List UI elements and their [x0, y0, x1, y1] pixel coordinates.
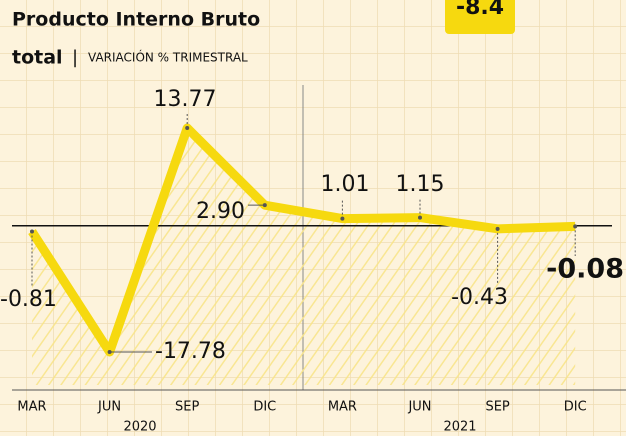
x-tick-label: SEP	[485, 400, 509, 415]
value-label: -0.81	[0, 287, 57, 312]
x-tick-label: DIC	[253, 400, 276, 415]
line	[28, 123, 576, 357]
x-tick-label: JUN	[97, 400, 121, 415]
annotation-box	[445, 0, 515, 34]
chart-title: Producto Interno Bruto	[12, 9, 260, 31]
year-label: 2021	[443, 420, 476, 435]
value-label: 2.90	[196, 199, 245, 224]
value-label: 13.77	[154, 87, 217, 112]
year-label: 2020	[123, 420, 156, 435]
x-tick-label: MAR	[17, 400, 46, 415]
value-label: 1.01	[321, 172, 370, 197]
chart-title-line2: total	[12, 47, 63, 69]
value-label: -17.78	[155, 339, 226, 364]
value-label: -0.08	[546, 254, 624, 285]
x-tick-label: DIC	[564, 400, 587, 415]
x-tick-label: JUN	[407, 400, 431, 415]
x-tick-label: MAR	[328, 400, 357, 415]
value-label: 1.15	[396, 172, 445, 197]
separator: |	[72, 47, 78, 68]
x-tick-label: SEP	[175, 400, 199, 415]
value-label: -0.43	[451, 285, 508, 310]
subtitle: VARIACIÓN % TRIMESTRAL	[88, 50, 248, 65]
annotation: -8.4	[456, 0, 504, 20]
